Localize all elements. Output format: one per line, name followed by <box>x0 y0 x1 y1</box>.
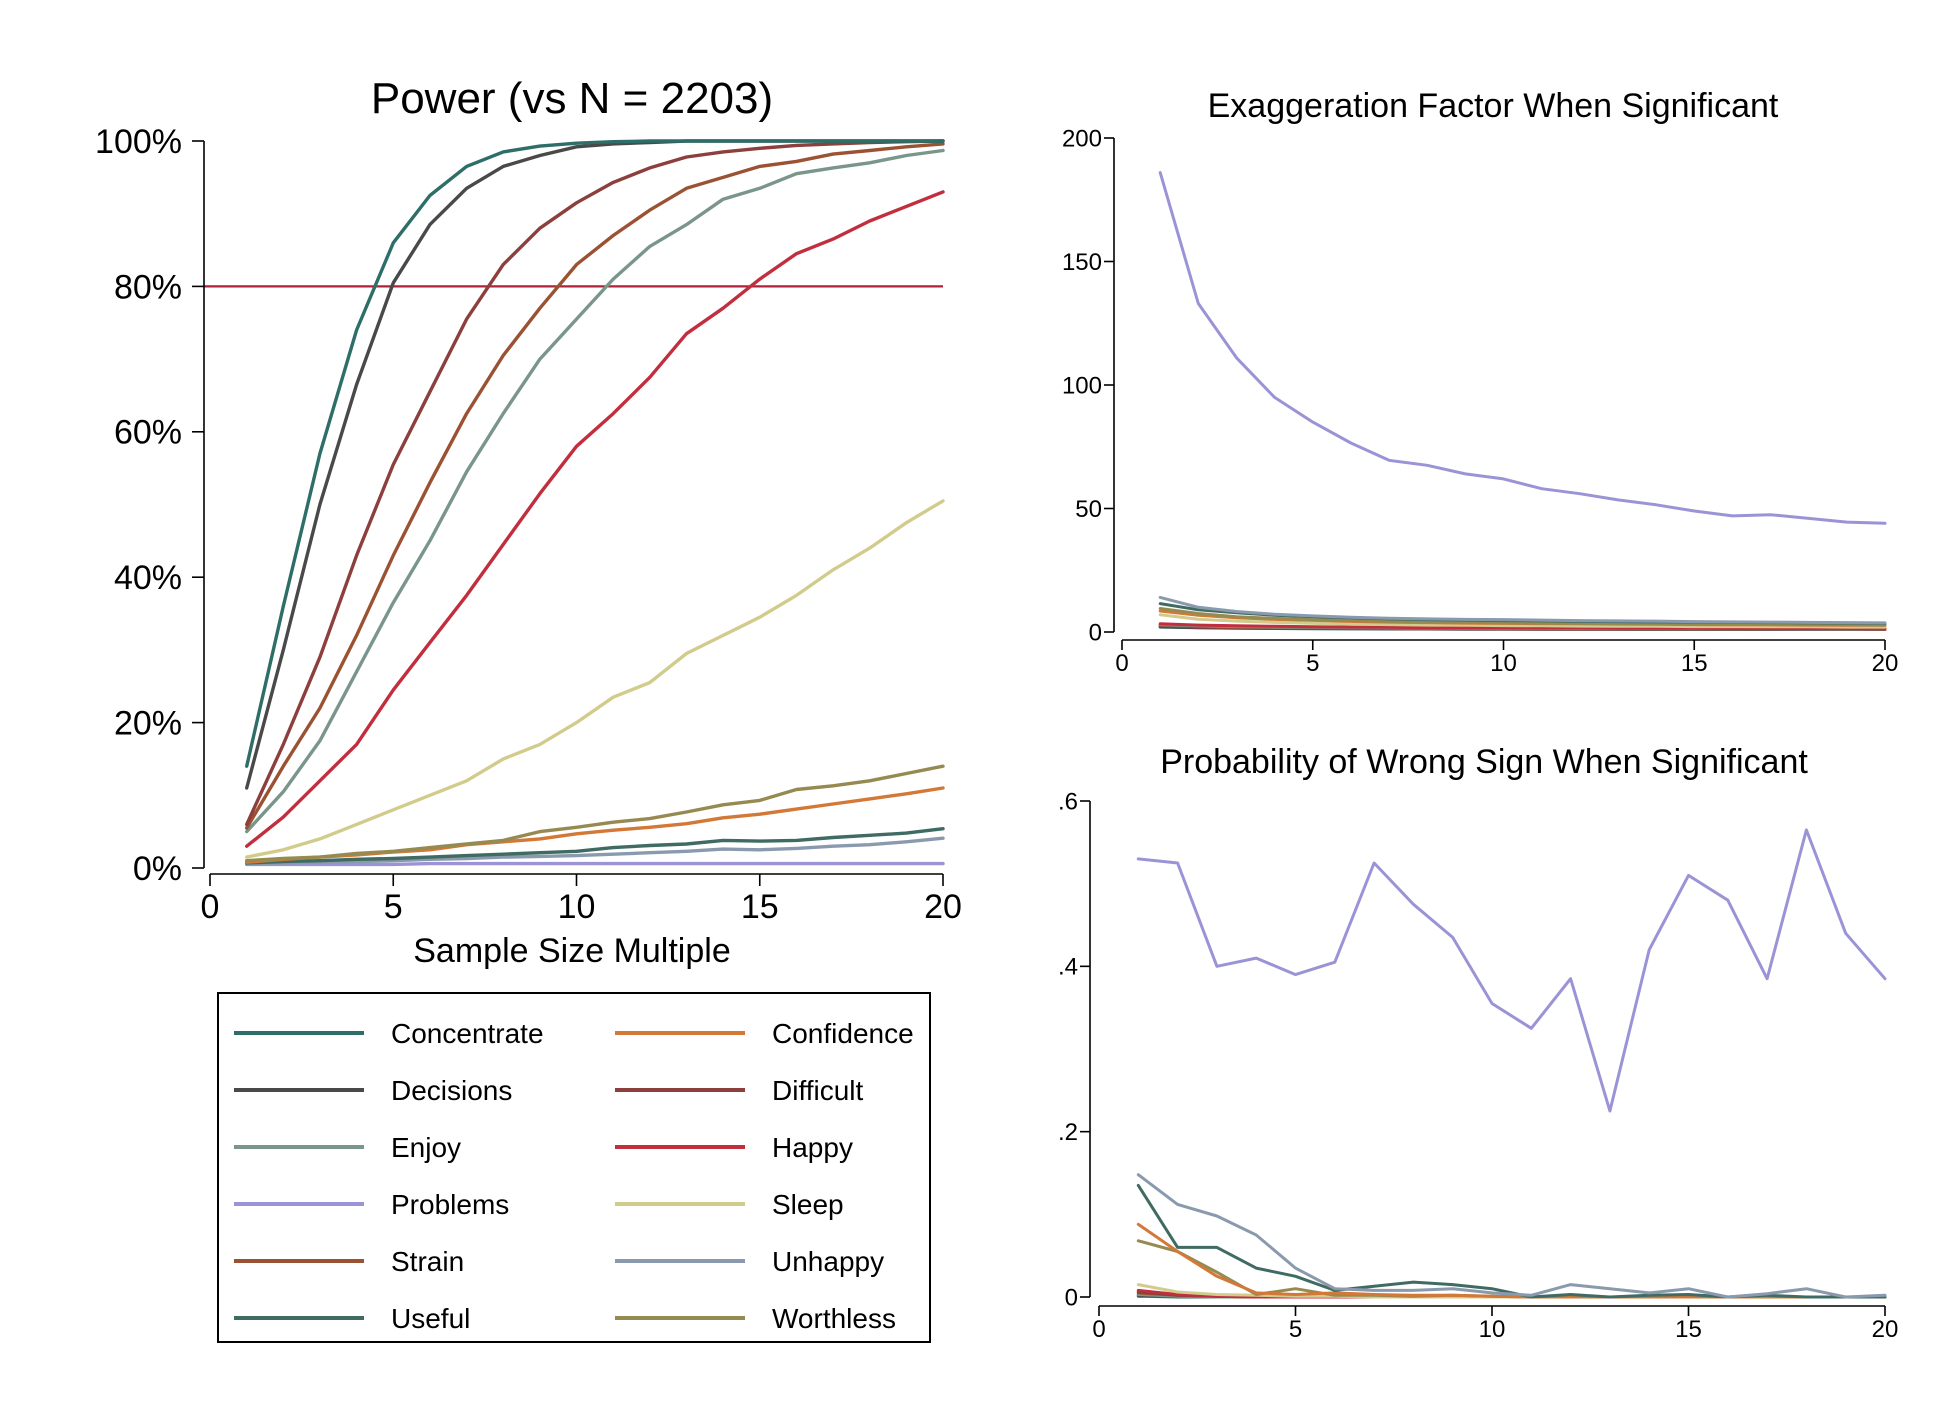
wrong-sign-y-tick-label: .2 <box>1058 1119 1078 1146</box>
exaggeration-y-tick-label: 0 <box>1089 619 1102 646</box>
power-y-tick-label: 0% <box>133 850 182 888</box>
wrong-sign-y-tick-label: 0 <box>1065 1284 1078 1311</box>
power-x-tick-label: 20 <box>924 888 962 926</box>
wrong-sign-series-useful <box>1136 1183 1887 1299</box>
power-series-worthless <box>244 764 945 863</box>
power-series-enjoy <box>244 148 945 834</box>
power-y-tick-label: 60% <box>114 414 182 452</box>
legend-label-strain: Strain <box>391 1246 464 1277</box>
power-x-tick-label: 15 <box>741 888 779 926</box>
wrong-sign-x-tick-label: 5 <box>1289 1316 1302 1343</box>
wrong-sign-series-unhappy <box>1136 1173 1887 1299</box>
power-series <box>244 139 945 867</box>
legend-label-concentrate: Concentrate <box>391 1018 544 1049</box>
legend: Concentrate Confidence Decisions Difficult E… <box>217 992 931 1343</box>
exaggeration-x-tick-label: 20 <box>1872 650 1899 677</box>
exaggeration-y-tick-label: 100 <box>1062 372 1102 399</box>
legend-label-decisions: Decisions <box>391 1075 512 1106</box>
wrong-sign-series-confidence <box>1136 1222 1887 1299</box>
power-series-sleep <box>244 499 945 859</box>
power-panel: Power (vs N = 2203) 0% 20% 40% 60% 80% 100% 0 5… <box>95 74 962 970</box>
power-series-difficult <box>244 139 945 827</box>
exaggeration-panel: Exaggeration Factor When Significant 050… <box>1062 87 1898 677</box>
exaggeration-axes: 0 50 100 150 200 0 5 10 15 20 <box>1062 125 1898 677</box>
exaggeration-series <box>1158 171 1887 631</box>
power-series-strain <box>244 142 945 830</box>
legend-label-unhappy: Unhappy <box>772 1246 884 1277</box>
legend-label-confidence: Confidence <box>772 1018 914 1049</box>
legend-label-sleep: Sleep <box>772 1189 844 1220</box>
power-x-tick-label: 0 <box>201 888 220 926</box>
legend-box <box>217 992 931 1343</box>
wrong-sign-y-tick-label: .4 <box>1058 954 1078 981</box>
legend-label-worthless: Worthless <box>772 1303 896 1334</box>
exaggeration-series-happy <box>1158 622 1887 631</box>
exaggeration-series-sleep <box>1158 613 1887 629</box>
legend-label-problems: Problems <box>391 1189 509 1220</box>
wrong-sign-x-tick-label: 15 <box>1675 1316 1702 1343</box>
power-x-tick-label: 10 <box>558 888 596 926</box>
wrong-sign-series <box>1136 828 1887 1299</box>
exaggeration-series-worthless <box>1158 607 1887 627</box>
exaggeration-series-unhappy <box>1158 595 1887 625</box>
power-axes: 0% 20% 40% 60% 80% 100% 0 5 10 15 20 <box>95 123 962 926</box>
power-x-axis-label: Sample Size Multiple <box>413 932 730 970</box>
power-series-problems <box>244 861 945 867</box>
power-x-tick-label: 5 <box>384 888 403 926</box>
legend-label-difficult: Difficult <box>772 1075 864 1106</box>
power-series-concentrate <box>244 139 945 768</box>
wrong-sign-axes: 0 .2 .4 .6 0 5 10 15 20 <box>1058 788 1898 1343</box>
wrong-sign-series-problems <box>1136 828 1887 1113</box>
exaggeration-x-tick-label: 0 <box>1115 650 1128 677</box>
wrong-sign-y-tick-label: .6 <box>1058 788 1078 815</box>
exaggeration-x-tick-label: 5 <box>1306 650 1319 677</box>
power-y-tick-label: 20% <box>114 705 182 743</box>
power-y-tick-label: 100% <box>95 123 182 161</box>
power-y-tick-label: 80% <box>114 268 182 306</box>
power-title: Power (vs N = 2203) <box>371 74 773 123</box>
exaggeration-x-tick-label: 10 <box>1490 650 1517 677</box>
power-series-unhappy <box>244 836 945 866</box>
legend-label-useful: Useful <box>391 1303 470 1334</box>
exaggeration-y-tick-label: 200 <box>1062 125 1102 152</box>
power-series-useful <box>244 827 945 865</box>
legend-label-happy: Happy <box>772 1132 853 1163</box>
exaggeration-x-tick-label: 15 <box>1681 650 1708 677</box>
wrong-sign-x-tick-label: 20 <box>1872 1316 1899 1343</box>
legend-label-enjoy: Enjoy <box>391 1132 461 1163</box>
power-series-happy <box>244 190 945 848</box>
exaggeration-series-problems <box>1158 171 1887 525</box>
wrong-sign-panel: Probability of Wrong Sign When Significa… <box>1058 743 1898 1343</box>
exaggeration-title: Exaggeration Factor When Significant <box>1208 87 1779 125</box>
wrong-sign-x-tick-label: 10 <box>1479 1316 1506 1343</box>
exaggeration-y-tick-label: 50 <box>1075 496 1102 523</box>
wrong-sign-title: Probability of Wrong Sign When Significa… <box>1160 743 1808 781</box>
exaggeration-y-tick-label: 150 <box>1062 249 1102 276</box>
wrong-sign-x-tick-label: 0 <box>1092 1316 1105 1343</box>
legend-items: Concentrate Confidence Decisions Difficult E… <box>234 1018 914 1334</box>
wrong-sign-series-worthless <box>1136 1239 1887 1299</box>
power-y-tick-label: 40% <box>114 559 182 597</box>
